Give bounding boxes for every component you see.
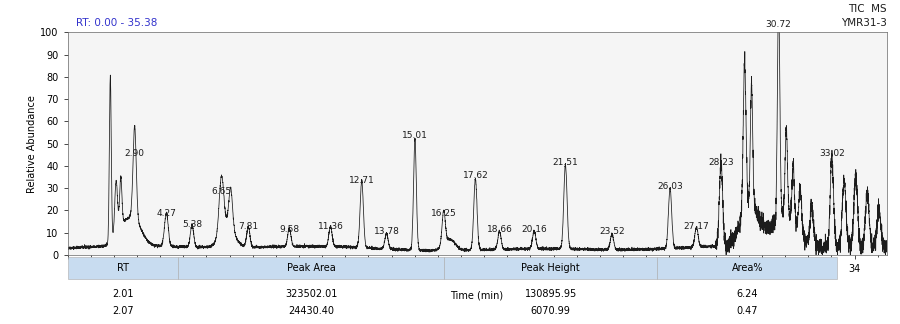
- Text: 13.78: 13.78: [374, 227, 400, 236]
- Text: 12.71: 12.71: [349, 176, 374, 185]
- FancyBboxPatch shape: [445, 257, 657, 279]
- Text: 28.23: 28.23: [708, 158, 734, 167]
- Text: 6070.99: 6070.99: [531, 306, 571, 316]
- Text: 30.72: 30.72: [766, 20, 791, 29]
- Text: 2.07: 2.07: [112, 306, 133, 316]
- Text: 11.36: 11.36: [318, 223, 344, 231]
- Text: Peak Height: Peak Height: [521, 263, 580, 273]
- Text: 27.17: 27.17: [684, 223, 709, 231]
- Text: 23.52: 23.52: [599, 227, 625, 236]
- Text: Area%: Area%: [732, 263, 763, 273]
- Text: 6.65: 6.65: [212, 187, 231, 196]
- FancyBboxPatch shape: [68, 257, 178, 279]
- Text: 6.24: 6.24: [736, 289, 758, 299]
- Text: NL:
1.86E5
TIC  MS
YMR31-3: NL: 1.86E5 TIC MS YMR31-3: [841, 0, 886, 28]
- Text: RT: 0.00 - 35.38: RT: 0.00 - 35.38: [76, 18, 158, 28]
- Text: Peak Area: Peak Area: [287, 263, 336, 273]
- Text: 323502.01: 323502.01: [285, 289, 338, 299]
- Text: 7.81: 7.81: [238, 223, 258, 231]
- Text: 18.66: 18.66: [487, 225, 512, 234]
- Text: 20.16: 20.16: [521, 225, 547, 234]
- Text: 9.58: 9.58: [279, 225, 300, 234]
- Text: 5.38: 5.38: [182, 220, 202, 229]
- Text: 33.02: 33.02: [819, 149, 845, 158]
- Text: 15.01: 15.01: [402, 131, 428, 140]
- Text: 2.01: 2.01: [112, 289, 133, 299]
- Text: RT: RT: [117, 263, 129, 273]
- Text: 2.90: 2.90: [124, 149, 145, 158]
- FancyBboxPatch shape: [657, 257, 837, 279]
- Text: Time (min): Time (min): [450, 291, 504, 301]
- FancyBboxPatch shape: [178, 257, 445, 279]
- Text: 16.25: 16.25: [431, 209, 456, 218]
- Text: 130895.95: 130895.95: [525, 289, 577, 299]
- Y-axis label: Relative Abundance: Relative Abundance: [27, 95, 37, 192]
- Text: 24430.40: 24430.40: [288, 306, 334, 316]
- Text: 0.47: 0.47: [736, 306, 758, 316]
- Text: 21.51: 21.51: [553, 158, 579, 167]
- Text: 17.62: 17.62: [463, 171, 489, 180]
- Text: 4.27: 4.27: [157, 209, 176, 218]
- Text: 26.03: 26.03: [657, 182, 683, 191]
